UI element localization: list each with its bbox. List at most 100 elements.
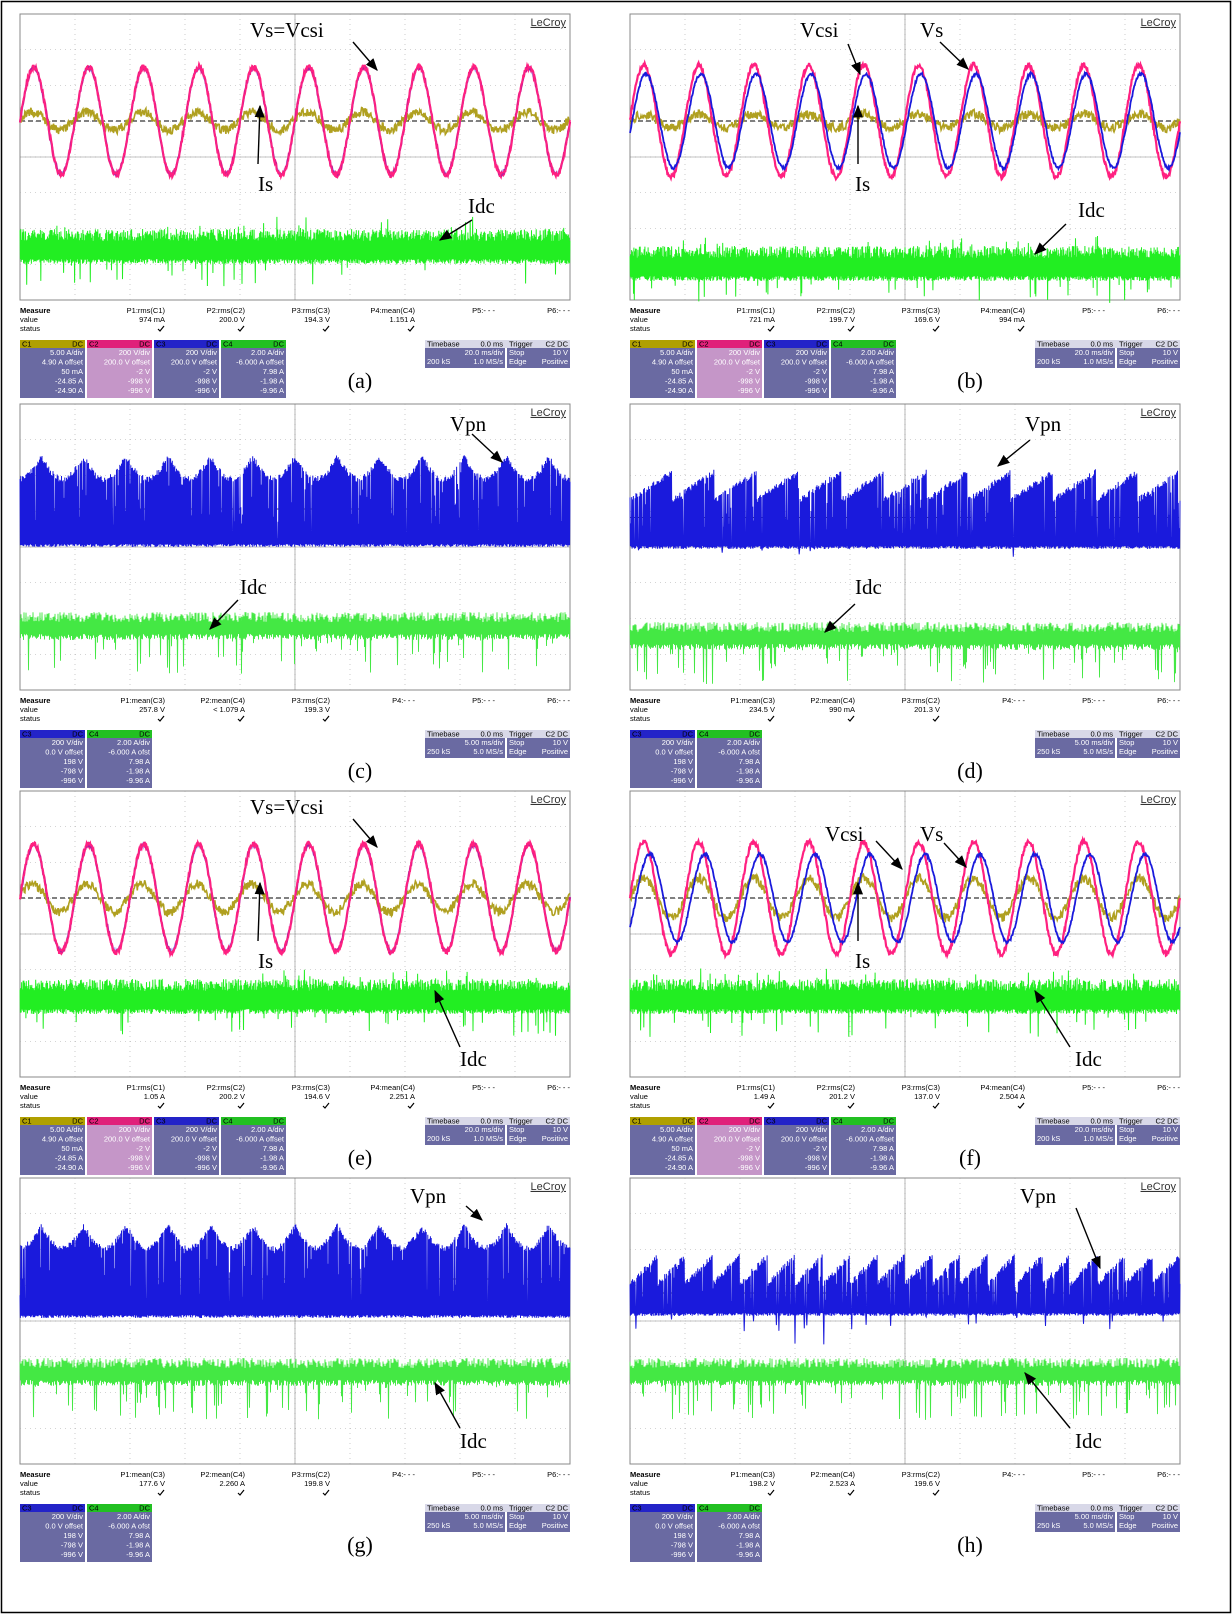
timebase-text: Stop	[1119, 738, 1134, 747]
channel-setting: 200 V/div	[186, 1125, 218, 1134]
channel-setting: -9.96 A	[126, 776, 150, 785]
brand: LeCroy	[531, 794, 567, 806]
panel-label: (h)	[957, 1532, 983, 1557]
annotation: Idc	[1078, 198, 1105, 222]
channel-setting: -1.98 A	[736, 766, 760, 775]
channel-setting: -2 V	[813, 1144, 827, 1153]
measure-param: P4:mean(C4)	[980, 306, 1025, 315]
timebase-text: 250 kS	[427, 1521, 450, 1530]
channel-setting: -1.98 A	[260, 376, 284, 385]
measure-value: 200.2 V	[219, 1092, 245, 1101]
channel-setting: -996 V	[805, 1163, 827, 1172]
timebase-text: Stop	[509, 738, 524, 747]
panel-label: (c)	[348, 758, 372, 783]
timebase-text: 250 kS	[1037, 1521, 1060, 1530]
channel-name: C3	[22, 1503, 32, 1512]
channel-setting: 7.98 A	[263, 367, 284, 376]
timebase-text: Positive	[542, 747, 568, 756]
measure-param: P6:- - -	[547, 1470, 570, 1479]
measure-value: 990 mA	[829, 705, 855, 714]
channel-setting: 200 V/div	[662, 1512, 694, 1521]
brand: LeCroy	[1141, 1181, 1177, 1193]
timebase-text: 10 V	[553, 1512, 568, 1521]
measure-row-label: value	[20, 1092, 38, 1101]
figure: LeCroyVs=VcsiIsIdcMeasurevaluestatusP1:r…	[0, 0, 1232, 1614]
annotation: Vs=Vcsi	[250, 18, 324, 42]
measure-param: P3:rms(C2)	[902, 1470, 941, 1479]
channel-setting: -998 V	[195, 376, 217, 385]
measure-param: P4:- - -	[392, 1470, 415, 1479]
channel-setting: 2.00 A/div	[861, 1125, 894, 1134]
measure-row-label: status	[20, 714, 40, 723]
timebase-text: 20.0 ms/div	[465, 1125, 504, 1134]
channel-setting: -2 V	[203, 367, 217, 376]
timebase-text: 5.0 MS/s	[1083, 1521, 1113, 1530]
channel-setting: -2 V	[746, 367, 760, 376]
panel-label: (a)	[348, 368, 372, 393]
measure-value: 234.5 V	[749, 705, 775, 714]
channel-setting: -1.98 A	[260, 1153, 284, 1162]
annotation: Is	[258, 949, 273, 973]
annotation: Is	[258, 172, 273, 196]
channel-setting: 2.00 A/div	[727, 1512, 760, 1521]
timebase-text: Edge	[1119, 357, 1137, 366]
timebase-text: Timebase	[1037, 339, 1070, 348]
channel-setting: 200 V/div	[729, 348, 761, 357]
timebase-text: 200 kS	[1037, 357, 1060, 366]
channel-setting: 200 V/div	[119, 1125, 151, 1134]
channel-setting: -24.85 A	[55, 376, 83, 385]
timebase-text: Stop	[509, 348, 524, 357]
channel-setting: -24.90 A	[665, 1163, 693, 1172]
channel-name: C1	[632, 1116, 642, 1125]
timebase-text: 250 kS	[427, 747, 450, 756]
measure-param: P3:rms(C2)	[902, 696, 941, 705]
measure-title: Measure	[630, 1083, 660, 1092]
timebase-text: Timebase	[1037, 1116, 1070, 1125]
channel-name: C3	[766, 339, 776, 348]
measure-row-label: status	[630, 1101, 650, 1110]
measure-title: Measure	[20, 1083, 50, 1092]
channel-name: C2	[89, 339, 99, 348]
measure-value: 994 mA	[999, 315, 1025, 324]
channel-setting: 200.0 V offset	[781, 357, 828, 366]
channel-setting: -998 V	[195, 1153, 217, 1162]
channel-name: C3	[156, 1116, 166, 1125]
annotation: Idc	[1075, 1047, 1102, 1071]
measure-param: P4:mean(C4)	[370, 306, 415, 315]
measure-row-label: value	[20, 1479, 38, 1488]
measure-param: P1:mean(C3)	[730, 1470, 775, 1479]
measure-param: P2:mean(C4)	[200, 696, 245, 705]
measure-value: 199.6 V	[914, 1479, 940, 1488]
channel-setting: 5.00 A/div	[660, 348, 693, 357]
timebase-text: 5.0 MS/s	[473, 1521, 503, 1530]
channel-setting: 5.00 A/div	[50, 1125, 83, 1134]
channel-setting: 7.98 A	[739, 757, 760, 766]
annotation: Is	[855, 172, 870, 196]
measure-param: P5:- - -	[472, 696, 495, 705]
channel-name: C1	[22, 339, 32, 348]
timebase-text: 10 V	[553, 738, 568, 747]
timebase-text: Edge	[1119, 747, 1137, 756]
measure-row-label: value	[20, 315, 38, 324]
timebase-text: Timebase	[1037, 1503, 1070, 1512]
channel-setting: -6.000 A offset	[846, 1134, 895, 1143]
measure-value: 199.8 V	[304, 1479, 330, 1488]
timebase-text: 20.0 ms/div	[1075, 1125, 1114, 1134]
timebase-text: 20.0 ms/div	[465, 348, 504, 357]
channel-setting: 50 mA	[671, 1144, 693, 1153]
channel-name: C1	[22, 1116, 32, 1125]
measure-param: P5:- - -	[1082, 696, 1105, 705]
measure-row-label: status	[20, 324, 40, 333]
measure-value: 199.7 V	[829, 315, 855, 324]
measure-param: P1:rms(C1)	[737, 1083, 776, 1092]
measure-param: P5:- - -	[472, 306, 495, 315]
channel-setting: -996 V	[671, 776, 693, 785]
channel-setting: -798 V	[671, 766, 693, 775]
timebase-text: Timebase	[427, 339, 460, 348]
timebase-text: 5.00 ms/div	[1075, 738, 1114, 747]
measure-value: 257.8 V	[139, 705, 165, 714]
measure-value: 974 mA	[139, 315, 165, 324]
channel-name: C1	[632, 339, 642, 348]
annotation: Vs=Vcsi	[250, 795, 324, 819]
timebase-text: Timebase	[427, 1503, 460, 1512]
